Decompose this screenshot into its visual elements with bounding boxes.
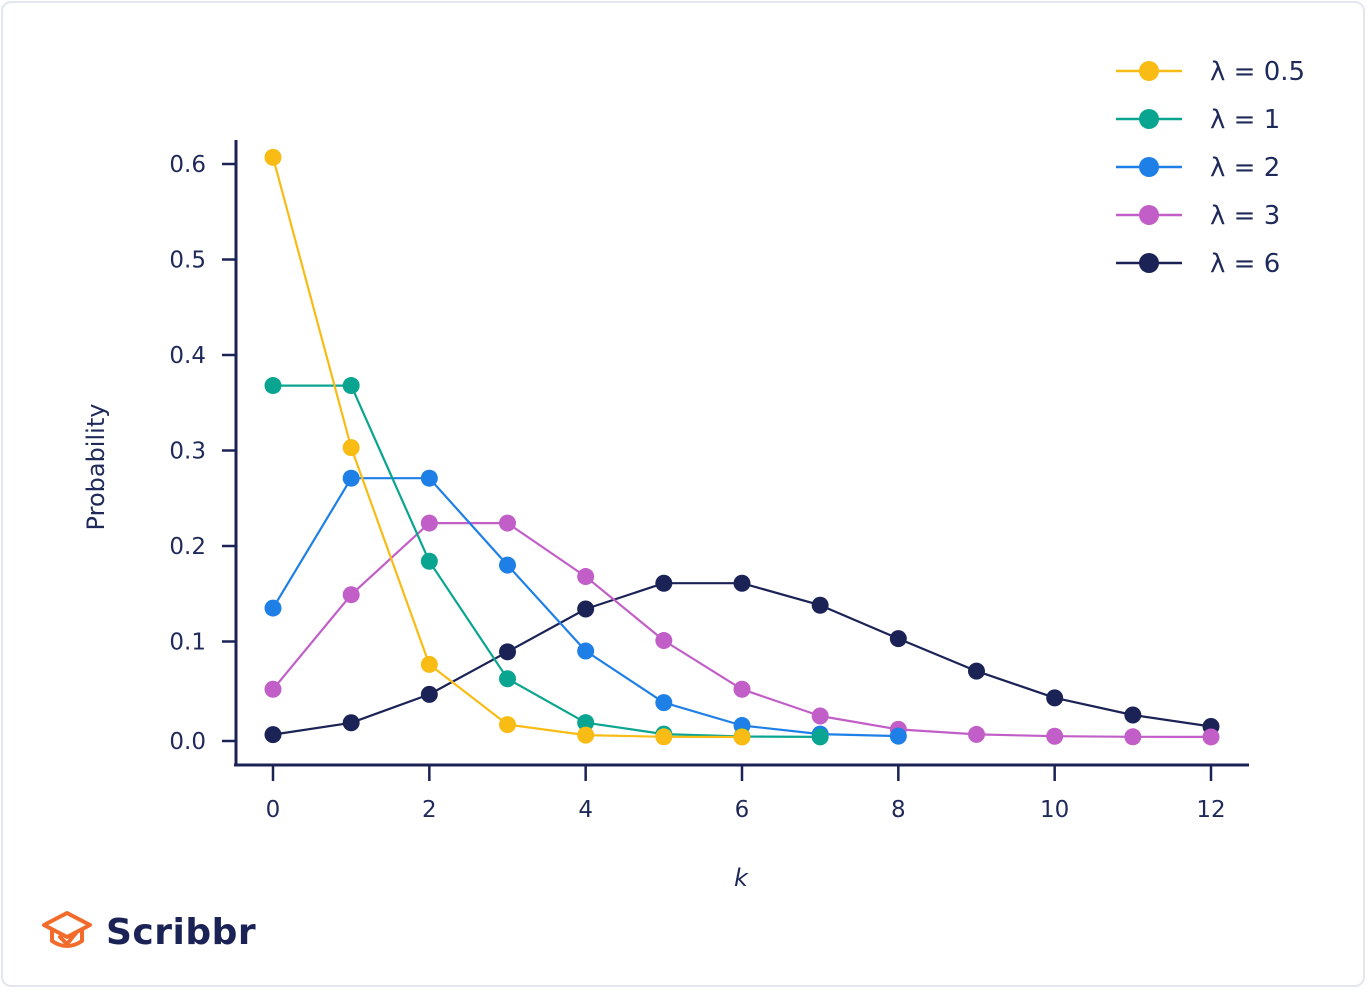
y-tick-label: 0.2 (169, 534, 206, 560)
data-point (264, 148, 282, 166)
scribbr-logo: Scribbr (38, 906, 256, 958)
data-point (889, 727, 907, 745)
data-point (420, 655, 438, 673)
data-point (655, 728, 673, 746)
y-tick-label: 0.3 (169, 439, 206, 465)
data-point (342, 714, 360, 732)
data-point (577, 642, 595, 660)
data-point (1046, 689, 1064, 707)
y-tick-label: 0.1 (169, 630, 206, 656)
data-point (733, 728, 751, 746)
x-tick-label: 8 (891, 797, 906, 823)
data-point (499, 670, 516, 688)
data-point (577, 726, 595, 744)
data-point (733, 574, 751, 592)
data-point (577, 568, 595, 586)
x-tick-label: 2 (422, 797, 437, 823)
data-point (1124, 706, 1142, 724)
data-point (264, 726, 282, 744)
data-point (342, 439, 360, 457)
logo-text: Scribbr (106, 911, 257, 953)
data-point (1046, 727, 1064, 745)
data-point (499, 716, 516, 734)
series-line (272, 582, 1212, 736)
legend-marker (1139, 61, 1159, 81)
data-point (342, 586, 360, 604)
data-point (655, 694, 673, 712)
legend-label: λ = 2 (1210, 153, 1280, 183)
legend-label: λ = 0.5 (1210, 57, 1305, 87)
x-tick-label: 4 (578, 797, 593, 823)
data-point (811, 707, 829, 725)
data-point (499, 514, 516, 532)
scribbr-cap-icon (42, 911, 92, 948)
x-tick-label: 0 (266, 797, 281, 823)
data-point (889, 630, 907, 648)
x-tick-label: 6 (735, 797, 750, 823)
data-point (811, 728, 829, 746)
data-point (499, 643, 516, 661)
legend-label: λ = 6 (1210, 249, 1280, 279)
data-point (420, 469, 438, 487)
data-point (968, 725, 985, 743)
y-axis-title: Probability (82, 404, 110, 531)
x-axis-title: k (734, 864, 749, 892)
y-tick-label: 0.6 (169, 152, 206, 178)
legend-marker (1139, 157, 1159, 177)
data-point (342, 377, 360, 395)
y-tick-label: 0.4 (169, 343, 206, 369)
data-point (733, 680, 751, 698)
data-point (264, 680, 282, 698)
data-point (577, 714, 595, 732)
x-tick-label: 10 (1040, 797, 1069, 823)
legend-marker (1139, 253, 1159, 273)
data-point (342, 469, 360, 487)
data-point (968, 662, 985, 680)
data-point (264, 377, 282, 395)
data-point (655, 574, 673, 592)
data-point (811, 596, 829, 614)
data-point (264, 599, 282, 617)
data-point (1202, 728, 1220, 746)
data-point (420, 514, 438, 532)
series-line (272, 522, 1212, 738)
data-point (577, 600, 595, 618)
legend-marker (1139, 109, 1159, 129)
y-tick-label: 0.0 (169, 729, 206, 755)
data-point (655, 632, 673, 650)
data-point (420, 552, 438, 570)
y-tick-label: 0.5 (169, 248, 206, 274)
legend-label: λ = 3 (1210, 201, 1280, 231)
data-point (499, 556, 516, 574)
legend-label: λ = 1 (1210, 105, 1280, 135)
legend-marker (1139, 205, 1159, 225)
data-point (1124, 728, 1142, 746)
data-point (420, 685, 438, 703)
x-tick-label: 12 (1196, 797, 1225, 823)
